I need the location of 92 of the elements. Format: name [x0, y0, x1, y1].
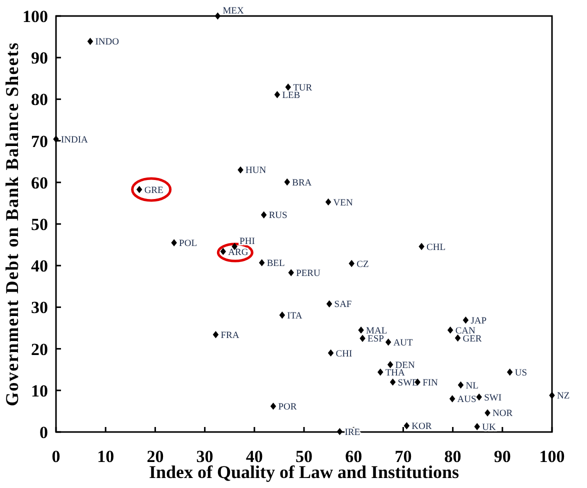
annotation: BEL — [266, 259, 285, 270]
annotation: ITA — [287, 311, 302, 322]
point — [506, 368, 513, 376]
annotation: SAF — [334, 300, 352, 310]
x-tick-label: 10 — [97, 447, 114, 466]
point — [258, 259, 265, 266]
annotation: VEN — [333, 198, 353, 208]
y-tick-label: 60 — [31, 173, 48, 192]
annotation: HUN — [246, 166, 266, 176]
point — [385, 338, 392, 346]
annotation: AUT — [393, 338, 414, 348]
x-tick-label: 90 — [494, 447, 511, 466]
annotation: UK — [482, 422, 496, 433]
annotation: CHI — [336, 349, 352, 360]
annotation: MAL — [366, 326, 388, 336]
annotation: FRA — [220, 330, 240, 341]
annotation: AUS — [457, 395, 476, 406]
point — [274, 91, 280, 98]
point — [220, 248, 226, 256]
annotation: CZ — [356, 260, 369, 270]
point — [454, 334, 461, 342]
point — [238, 166, 244, 174]
y-tick-label: 30 — [31, 298, 48, 318]
annotation: NL — [466, 381, 479, 392]
y-tick-label: 40 — [31, 256, 48, 276]
x-tick-label: 100 — [539, 447, 565, 466]
y-tick-label: 50 — [31, 214, 48, 234]
annotation: KOR — [412, 422, 432, 432]
annotation: BRA — [292, 178, 312, 188]
annotation: INDIA — [61, 135, 88, 146]
point — [270, 402, 276, 410]
annotation: GER — [462, 334, 482, 344]
annotation: CAN — [455, 326, 476, 336]
y-tick-label: 10 — [31, 381, 48, 400]
point — [360, 334, 366, 342]
point — [136, 186, 142, 194]
point — [336, 428, 343, 436]
annotation: US — [514, 368, 527, 378]
point — [418, 242, 424, 250]
point — [404, 422, 410, 430]
annotation: PHI — [240, 236, 255, 247]
point — [476, 393, 482, 401]
point — [326, 300, 332, 308]
point — [328, 349, 334, 357]
point — [484, 409, 490, 416]
point — [449, 395, 456, 402]
y-tick-label: 90 — [31, 48, 48, 68]
point — [285, 84, 292, 91]
annotation: THA — [385, 368, 406, 378]
point — [325, 198, 332, 206]
y-tick-label: 70 — [31, 132, 48, 151]
annotation: FIN — [422, 378, 438, 388]
y-axis-title: Government Debt on Bank Balance Sheets — [2, 42, 22, 406]
point — [358, 326, 364, 334]
annotation: RUS — [268, 211, 288, 222]
point — [549, 392, 555, 399]
point — [474, 422, 480, 430]
point — [279, 312, 286, 319]
y-tick-label: 20 — [31, 340, 48, 359]
annotation: POL — [179, 239, 198, 250]
y-tick-label: 80 — [31, 90, 48, 110]
annotation: NZ — [557, 392, 570, 402]
x-tick-label: 0 — [52, 447, 60, 466]
point — [348, 260, 354, 268]
y-tick-label: 0 — [40, 422, 48, 442]
point — [288, 269, 294, 276]
point — [462, 316, 469, 324]
point — [260, 211, 267, 218]
annotation: POR — [278, 402, 298, 413]
annotation: LEB — [282, 90, 300, 101]
point — [171, 239, 177, 246]
point — [447, 326, 454, 334]
point — [458, 381, 464, 389]
point — [284, 178, 290, 186]
annotation: MEX — [222, 6, 244, 16]
annotation: ARG — [228, 248, 248, 258]
annotation: NOR — [492, 409, 514, 420]
annotation: JAP — [470, 316, 487, 326]
annotation: GRE — [144, 186, 164, 196]
point — [87, 38, 94, 45]
point — [387, 361, 394, 368]
annotation: SWI — [484, 393, 502, 404]
point — [212, 331, 219, 338]
point — [390, 378, 396, 386]
annotation: INDO — [95, 38, 120, 48]
point — [378, 368, 384, 376]
y-tick-label: 100 — [22, 6, 48, 26]
point — [53, 136, 59, 143]
point — [214, 12, 221, 20]
annotation: PERU — [296, 268, 321, 279]
annotation: CHL — [426, 242, 446, 253]
annotation: ESP — [368, 334, 384, 345]
